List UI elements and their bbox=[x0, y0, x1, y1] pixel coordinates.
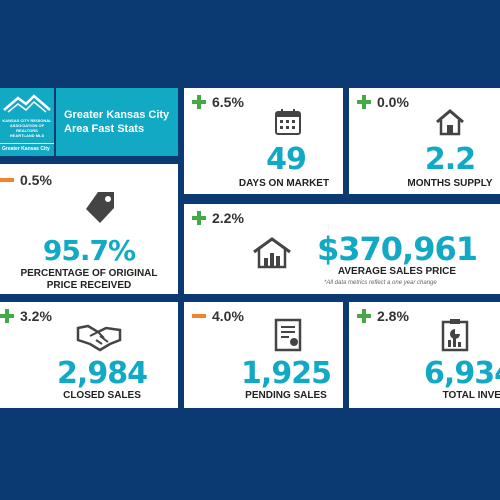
stat-value: $370,961 bbox=[316, 230, 478, 268]
footnote: *All data metrics reflect a one year cha… bbox=[324, 280, 437, 286]
change-indicator: 0.0% bbox=[357, 94, 409, 110]
days-on-market-card: 6.5% 49 DAYS ON MARKET bbox=[184, 88, 343, 194]
stat-value: 1,925 bbox=[241, 356, 332, 391]
stat-value: 95.7% bbox=[42, 234, 136, 267]
change-indicator: 3.2% bbox=[0, 308, 52, 324]
title-card: Greater Kansas City Area Fast Stats bbox=[56, 88, 178, 156]
stat-value: 2.2 bbox=[424, 142, 476, 177]
increase-icon bbox=[0, 309, 14, 323]
stat-label: DAYS ON MARKET bbox=[238, 178, 330, 189]
change-indicator: 2.2% bbox=[192, 210, 244, 226]
decrease-icon bbox=[0, 178, 14, 182]
change-indicator: 0.5% bbox=[0, 172, 52, 188]
page-title: Greater Kansas City Area Fast Stats bbox=[64, 109, 170, 135]
stat-label: PERCENTAGE OF ORIGINAL PRICE RECEIVED bbox=[20, 268, 158, 291]
change-indicator: 4.0% bbox=[192, 308, 244, 324]
logo-text: KANSAS CITY REGIONAL ASSOCIATION OF REAL… bbox=[2, 118, 52, 138]
avg-sales-price-card: 2.2% $370,961 AVERAGE SALES PRICE *All d… bbox=[184, 204, 500, 294]
stat-value: 2,984 bbox=[57, 356, 148, 391]
decrease-icon bbox=[192, 314, 206, 318]
logo-card: KANSAS CITY REGIONAL ASSOCIATION OF REAL… bbox=[0, 88, 54, 156]
region-tag: Greater Kansas City bbox=[0, 143, 54, 152]
house-chart-icon bbox=[253, 237, 291, 269]
price-tag-icon bbox=[86, 192, 114, 223]
increase-icon bbox=[357, 309, 371, 323]
months-supply-card: 0.0% 2.2 MONTHS SUPPLY bbox=[349, 88, 500, 194]
handshake-icon bbox=[76, 324, 122, 352]
clipboard-chart-icon bbox=[441, 319, 469, 352]
kcrar-logo bbox=[3, 94, 51, 113]
calendar-icon bbox=[275, 109, 301, 135]
increase-icon bbox=[192, 211, 206, 225]
pending-sales-card: 4.0% 1,925 PENDING SALES bbox=[184, 302, 343, 408]
stat-value: 49 bbox=[266, 142, 307, 177]
increase-icon bbox=[192, 95, 206, 109]
change-indicator: 2.8% bbox=[357, 308, 409, 324]
stat-label: MONTHS SUPPLY bbox=[407, 178, 493, 189]
closed-sales-card: 3.2% 2,984 CLOSED SALES bbox=[0, 302, 178, 408]
stat-label: AVERAGE SALES PRICE bbox=[337, 266, 457, 277]
house-icon bbox=[436, 109, 464, 136]
total-inventory-card: 2.8% 6,934 TOTAL INVENTORY bbox=[349, 302, 500, 408]
change-indicator: 6.5% bbox=[192, 94, 244, 110]
stat-value: 6,934 bbox=[424, 356, 500, 391]
stat-label: PENDING SALES bbox=[245, 390, 327, 401]
pct-original-price-card: 0.5% 95.7% PERCENTAGE OF ORIGINAL PRICE … bbox=[0, 164, 178, 294]
increase-icon bbox=[357, 95, 371, 109]
stat-label: TOTAL INVENTORY bbox=[442, 390, 500, 401]
stat-label: CLOSED SALES bbox=[63, 390, 141, 401]
certificate-icon bbox=[274, 318, 302, 352]
